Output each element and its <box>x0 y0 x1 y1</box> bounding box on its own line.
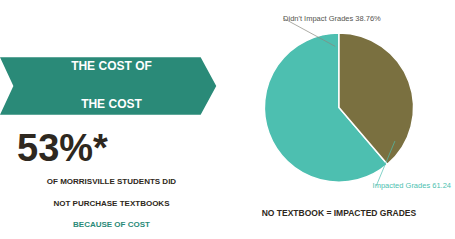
chart-title: NO TEXTBOOK = IMPACTED GRADES <box>262 208 417 218</box>
sub-text: BECAUSE OF COST <box>73 220 150 229</box>
chart: THE COST OF THE COST 53%* OF MORRISVILLE ST… <box>0 0 455 239</box>
slice-label: Didn't Impact Grades 38.76% <box>283 14 381 23</box>
slice-label: Impacted Grades 61.24 <box>373 181 451 190</box>
info-panel: THE COST OF THE COST 53%* OF MORRISVILLE ST… <box>0 57 216 229</box>
pie <box>264 33 413 182</box>
sub-text: NOT PURCHASE TEXTBOOKS <box>53 199 170 208</box>
banner-text: THE COST OF <box>71 59 152 73</box>
banner-text: THE COST <box>81 97 142 111</box>
banner <box>0 57 216 114</box>
leader-line <box>376 141 395 186</box>
sub-text: OF MORRISVILLE STUDENTS DID <box>47 177 177 186</box>
big-percent: 53%* <box>17 127 108 169</box>
pie-slice <box>339 33 414 164</box>
